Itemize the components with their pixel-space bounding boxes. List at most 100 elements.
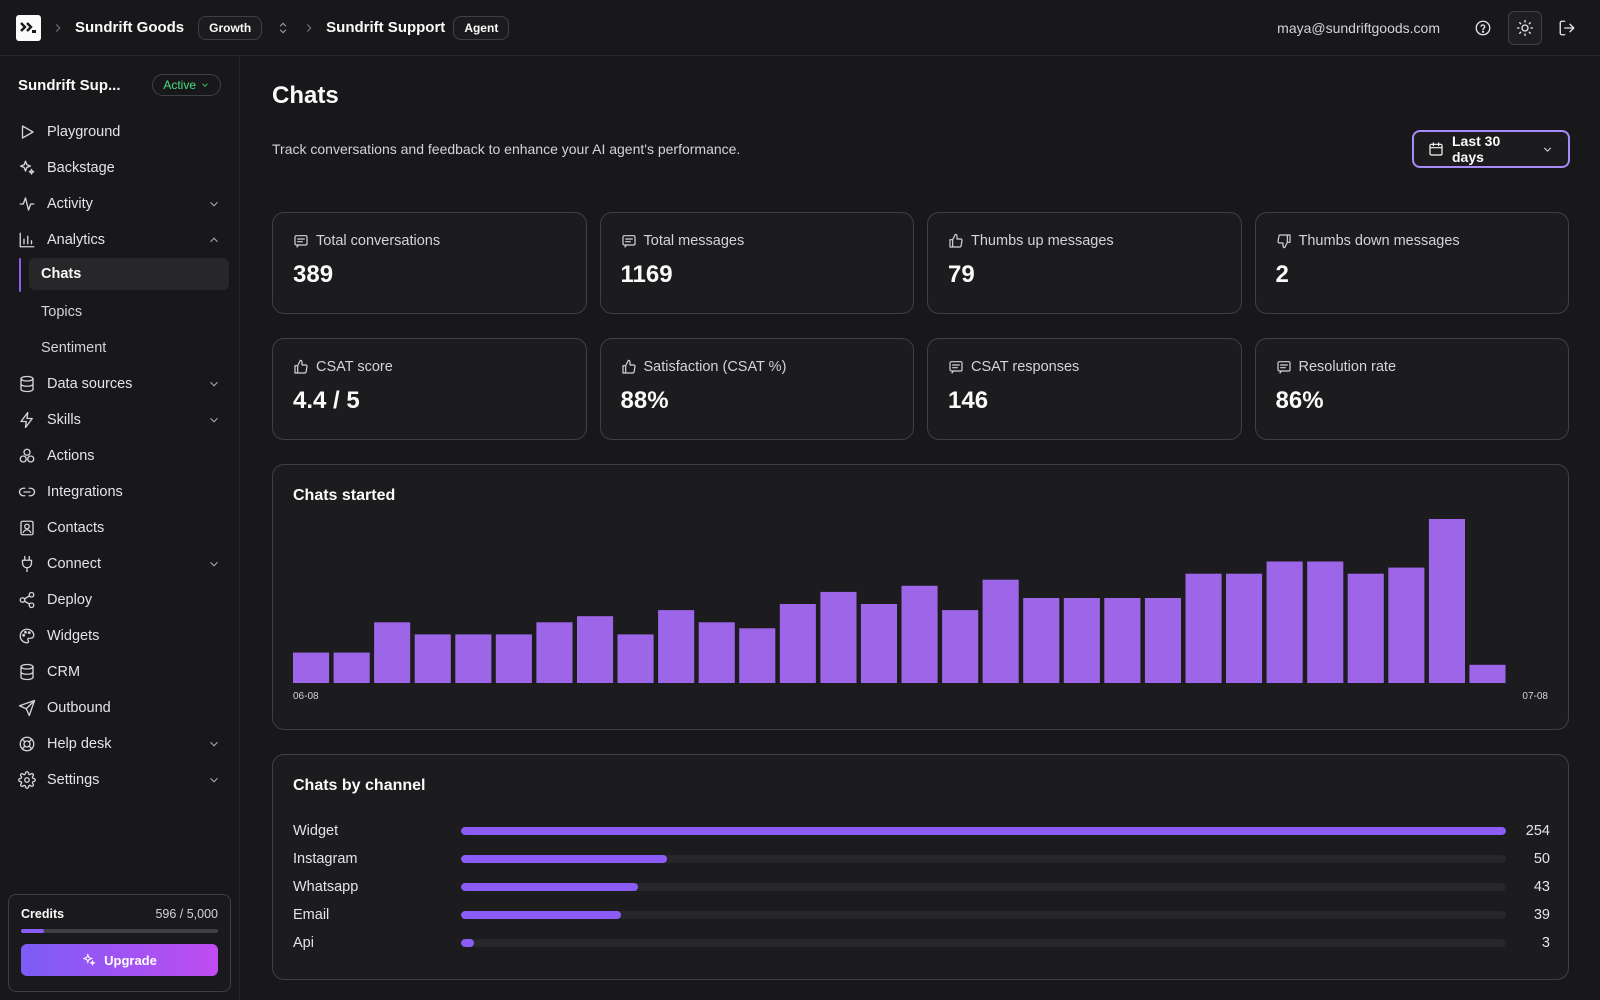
- chevron-down-icon: [207, 737, 221, 751]
- sidebar-item-data-sources[interactable]: Data sources: [10, 366, 229, 402]
- channel-value: 3: [1541, 935, 1550, 951]
- chats-started-bar[interactable]: [1428, 519, 1465, 683]
- chats-started-bar[interactable]: [1144, 598, 1181, 683]
- channel-list: Widget 254 Instagram 50 Whatsapp 43 Email 39 Api…: [293, 817, 1550, 957]
- stat-card-satisfaction: Satisfaction (CSAT %) 88%: [599, 338, 914, 440]
- chats-started-bar[interactable]: [942, 610, 979, 683]
- sidebar-item-activity[interactable]: Activity: [10, 186, 229, 222]
- user-email[interactable]: maya@sundriftgoods.com: [1277, 19, 1440, 36]
- sidebar-item-help-desk[interactable]: Help desk: [10, 726, 229, 762]
- theme-toggle-sun-icon[interactable]: [1508, 10, 1542, 45]
- stat-value: 389: [293, 261, 334, 288]
- chats-started-bar[interactable]: [293, 652, 330, 683]
- breadcrumb-org[interactable]: Sundrift Goods: [75, 19, 185, 36]
- zap-icon: [18, 411, 38, 429]
- chevron-down-icon: [202, 83, 208, 87]
- chats-started-bar[interactable]: [658, 610, 695, 683]
- channel-row: Email 39: [293, 901, 1550, 929]
- help-icon[interactable]: [1466, 11, 1500, 45]
- chats-started-bar[interactable]: [779, 604, 816, 683]
- sparkles-icon: [82, 953, 96, 966]
- chats-started-bar[interactable]: [1104, 598, 1141, 683]
- chats-started-bar[interactable]: [1185, 573, 1222, 683]
- chats-started-bar[interactable]: [982, 579, 1019, 683]
- chats-started-bar[interactable]: [536, 622, 573, 683]
- chats-by-channel-panel: Chats by channel Widget 254 Instagram 50 Wha…: [272, 754, 1569, 980]
- sidebar-item-actions[interactable]: Actions: [10, 438, 229, 474]
- channel-bar: [461, 939, 474, 947]
- sidebar-item-settings[interactable]: Settings: [10, 762, 229, 798]
- chats-started-bar[interactable]: [698, 622, 735, 683]
- chats-started-bar[interactable]: [617, 634, 654, 683]
- chats-started-title: Chats started: [293, 487, 396, 504]
- channel-bar: [461, 883, 638, 891]
- chats-started-bar[interactable]: [1469, 664, 1506, 683]
- app-logo[interactable]: [16, 14, 41, 41]
- stat-card-total-messages: Total messages 1169: [599, 212, 914, 314]
- credits-value: 596 / 5,000: [155, 907, 218, 921]
- chats-started-bar[interactable]: [1063, 598, 1100, 683]
- upgrade-label: Upgrade: [104, 952, 157, 968]
- chats-started-panel: Chats started 06-08 07-08: [272, 464, 1569, 730]
- sidebar-item-connect[interactable]: Connect: [10, 546, 229, 582]
- channel-name: Whatsapp: [293, 879, 359, 895]
- date-range-select[interactable]: Last 30 days: [1412, 130, 1570, 168]
- chevron-down-icon: [207, 557, 221, 571]
- sidebar-item-outbound[interactable]: Outbound: [10, 690, 229, 726]
- sidebar-item-skills[interactable]: Skills: [10, 402, 229, 438]
- chats-started-bar[interactable]: [455, 634, 492, 683]
- chats-started-bar[interactable]: [1388, 567, 1425, 683]
- credits-progress-track: [21, 929, 218, 933]
- chats-started-bar[interactable]: [1347, 573, 1384, 683]
- upgrade-button[interactable]: Upgrade: [21, 944, 218, 976]
- agent-selector[interactable]: Sundrift Sup... Active: [0, 56, 239, 114]
- stat-card-csat-score: CSAT score 4.4 / 5: [272, 338, 587, 440]
- stat-label: Thumbs up messages: [971, 233, 1114, 249]
- chats-started-bar[interactable]: [414, 634, 451, 683]
- sidebar-subitem-topics[interactable]: Topics: [41, 304, 83, 320]
- sidebar-subitem-sentiment[interactable]: Sentiment: [41, 340, 107, 356]
- sidebar-item-integrations[interactable]: Integrations: [10, 474, 229, 510]
- chats-started-bar[interactable]: [1023, 598, 1060, 683]
- channel-name: Email: [293, 907, 330, 923]
- chats-started-bar[interactable]: [1307, 561, 1344, 684]
- channel-value: 50: [1533, 851, 1550, 867]
- plan-badge: Growth: [198, 15, 263, 40]
- stat-label: Satisfaction (CSAT %): [643, 359, 787, 375]
- channel-bar-track: [461, 827, 1506, 835]
- chats-by-channel-title: Chats by channel: [293, 777, 426, 794]
- chats-started-bar[interactable]: [860, 604, 897, 683]
- sidebar-item-analytics[interactable]: Analytics: [10, 222, 229, 258]
- sidebar-item-contacts[interactable]: Contacts: [10, 510, 229, 546]
- sidebar-item-backstage[interactable]: Backstage: [10, 150, 229, 186]
- chats-started-bar[interactable]: [495, 634, 532, 683]
- credits-progress-fill: [21, 929, 45, 933]
- sidebar-item-crm[interactable]: CRM: [10, 654, 229, 690]
- share-icon: [18, 591, 38, 609]
- chats-started-bar[interactable]: [1266, 561, 1303, 684]
- credits-card: Credits 596 / 5,000 Upgrade: [8, 894, 231, 992]
- logout-icon[interactable]: [1550, 11, 1584, 45]
- chats-started-bar[interactable]: [820, 591, 857, 683]
- sidebar-item-widgets[interactable]: Widgets: [10, 618, 229, 654]
- sidebar-item-label: Deploy: [47, 592, 93, 608]
- chevron-down-icon: [207, 197, 221, 211]
- chats-started-bar[interactable]: [333, 652, 370, 683]
- stat-value: 86%: [1275, 387, 1324, 414]
- thumbs-up-icon: [621, 359, 637, 375]
- chats-started-bar[interactable]: [739, 628, 776, 683]
- status-badge[interactable]: Active: [152, 74, 221, 96]
- chats-started-bar[interactable]: [901, 585, 938, 683]
- chats-started-bar[interactable]: [1226, 573, 1263, 683]
- send-icon: [18, 699, 38, 717]
- switcher-updown-icon[interactable]: [276, 20, 290, 36]
- sidebar-item-playground[interactable]: Playground: [10, 114, 229, 150]
- sidebar-subitem-chats[interactable]: Chats: [29, 258, 229, 290]
- chats-started-bar[interactable]: [577, 616, 614, 683]
- breadcrumb-agent[interactable]: Sundrift Support: [326, 19, 446, 36]
- chats-started-bar[interactable]: [374, 622, 411, 683]
- sidebar-item-deploy[interactable]: Deploy: [10, 582, 229, 618]
- sidebar-item-label: Settings: [47, 772, 100, 788]
- message-icon: [1276, 359, 1292, 375]
- channel-name: Widget: [293, 823, 339, 839]
